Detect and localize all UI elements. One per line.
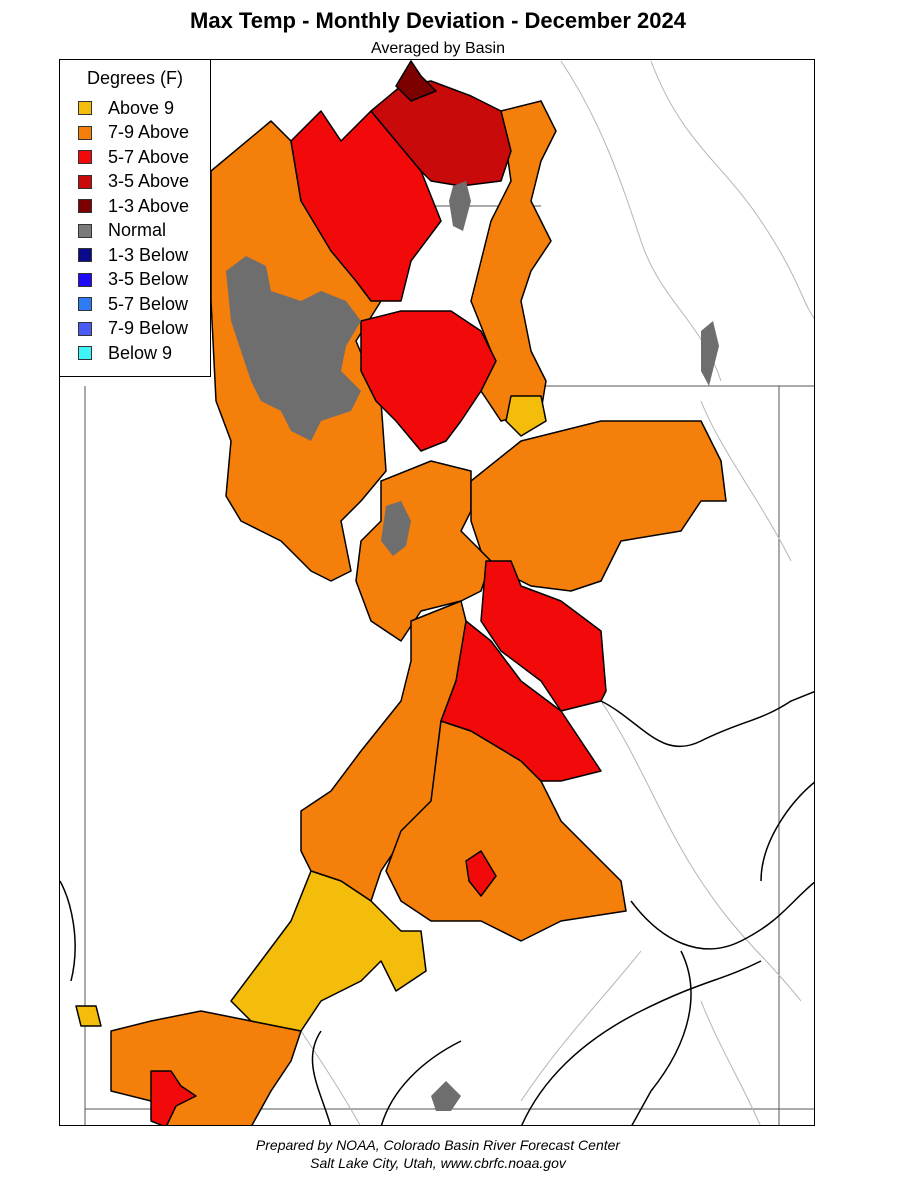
legend-swatch [78, 150, 92, 164]
legend-label: 5-7 Below [108, 293, 189, 314]
legend-swatch [78, 125, 92, 140]
map-subtitle: Averaged by Basin [370, 40, 505, 57]
legend-swatch [78, 321, 92, 336]
legend-label: 3-5 Below [108, 269, 189, 289]
legend-label: Below 9 [108, 342, 173, 363]
basins-5-7-above [150, 110, 607, 1125]
legend-item: Normal [78, 220, 167, 241]
legend-item: 5-7 Below [78, 294, 188, 314]
legend-swatch [78, 199, 92, 213]
legend-item: 3-5 Below [78, 269, 189, 290]
basins-above-9 [75, 395, 547, 1032]
legend-item: 7-9 Above [78, 122, 190, 143]
legend-swatch [78, 248, 92, 262]
legend-swatch [78, 346, 92, 360]
basin-boundaries-outside [60, 690, 814, 1125]
map-area [59, 59, 815, 1126]
legend-item: Below 9 [78, 343, 172, 363]
legend-title: Degrees (F) [86, 68, 184, 88]
normal-areas [226, 181, 719, 1111]
legend-label: 1-3 Above [108, 195, 190, 216]
basins-1-3-above [395, 60, 437, 102]
legend-item: 1-3 Above [78, 196, 189, 216]
basin-map [60, 60, 814, 1125]
legend-swatch [78, 174, 92, 189]
legend-item: 3-5 Above [78, 171, 190, 192]
legend-item: 1-3 Below [78, 245, 188, 265]
legend-swatch [78, 297, 92, 311]
legend-label: 1-3 Below [108, 244, 189, 265]
legend-item: 5-7 Above [78, 147, 189, 167]
credit-line-1: Prepared by NOAA, Colorado Basin River F… [255, 1137, 621, 1153]
legend-label: 7-9 Above [108, 122, 190, 142]
river-lines [300, 60, 814, 1125]
legend-swatch [78, 272, 92, 287]
legend-label: 5-7 Above [108, 146, 190, 167]
legend: Degrees (F) Above 9 7-9 Above 5-7 Above 3-5… [59, 59, 211, 377]
legend-label: 3-5 Above [108, 171, 190, 191]
legend-item: Above 9 [78, 98, 174, 118]
legend-swatch [78, 101, 92, 115]
legend-label: Above 9 [108, 97, 175, 118]
legend-swatch [78, 223, 92, 238]
legend-label: 7-9 Below [108, 318, 189, 338]
credit-line-2: Salt Lake City, Utah, www.cbrfc.noaa.gov [310, 1155, 566, 1171]
legend-label: Normal [108, 220, 167, 240]
legend-item: 7-9 Below [78, 318, 189, 339]
map-title: Max Temp - Monthly Deviation - December … [190, 8, 686, 33]
